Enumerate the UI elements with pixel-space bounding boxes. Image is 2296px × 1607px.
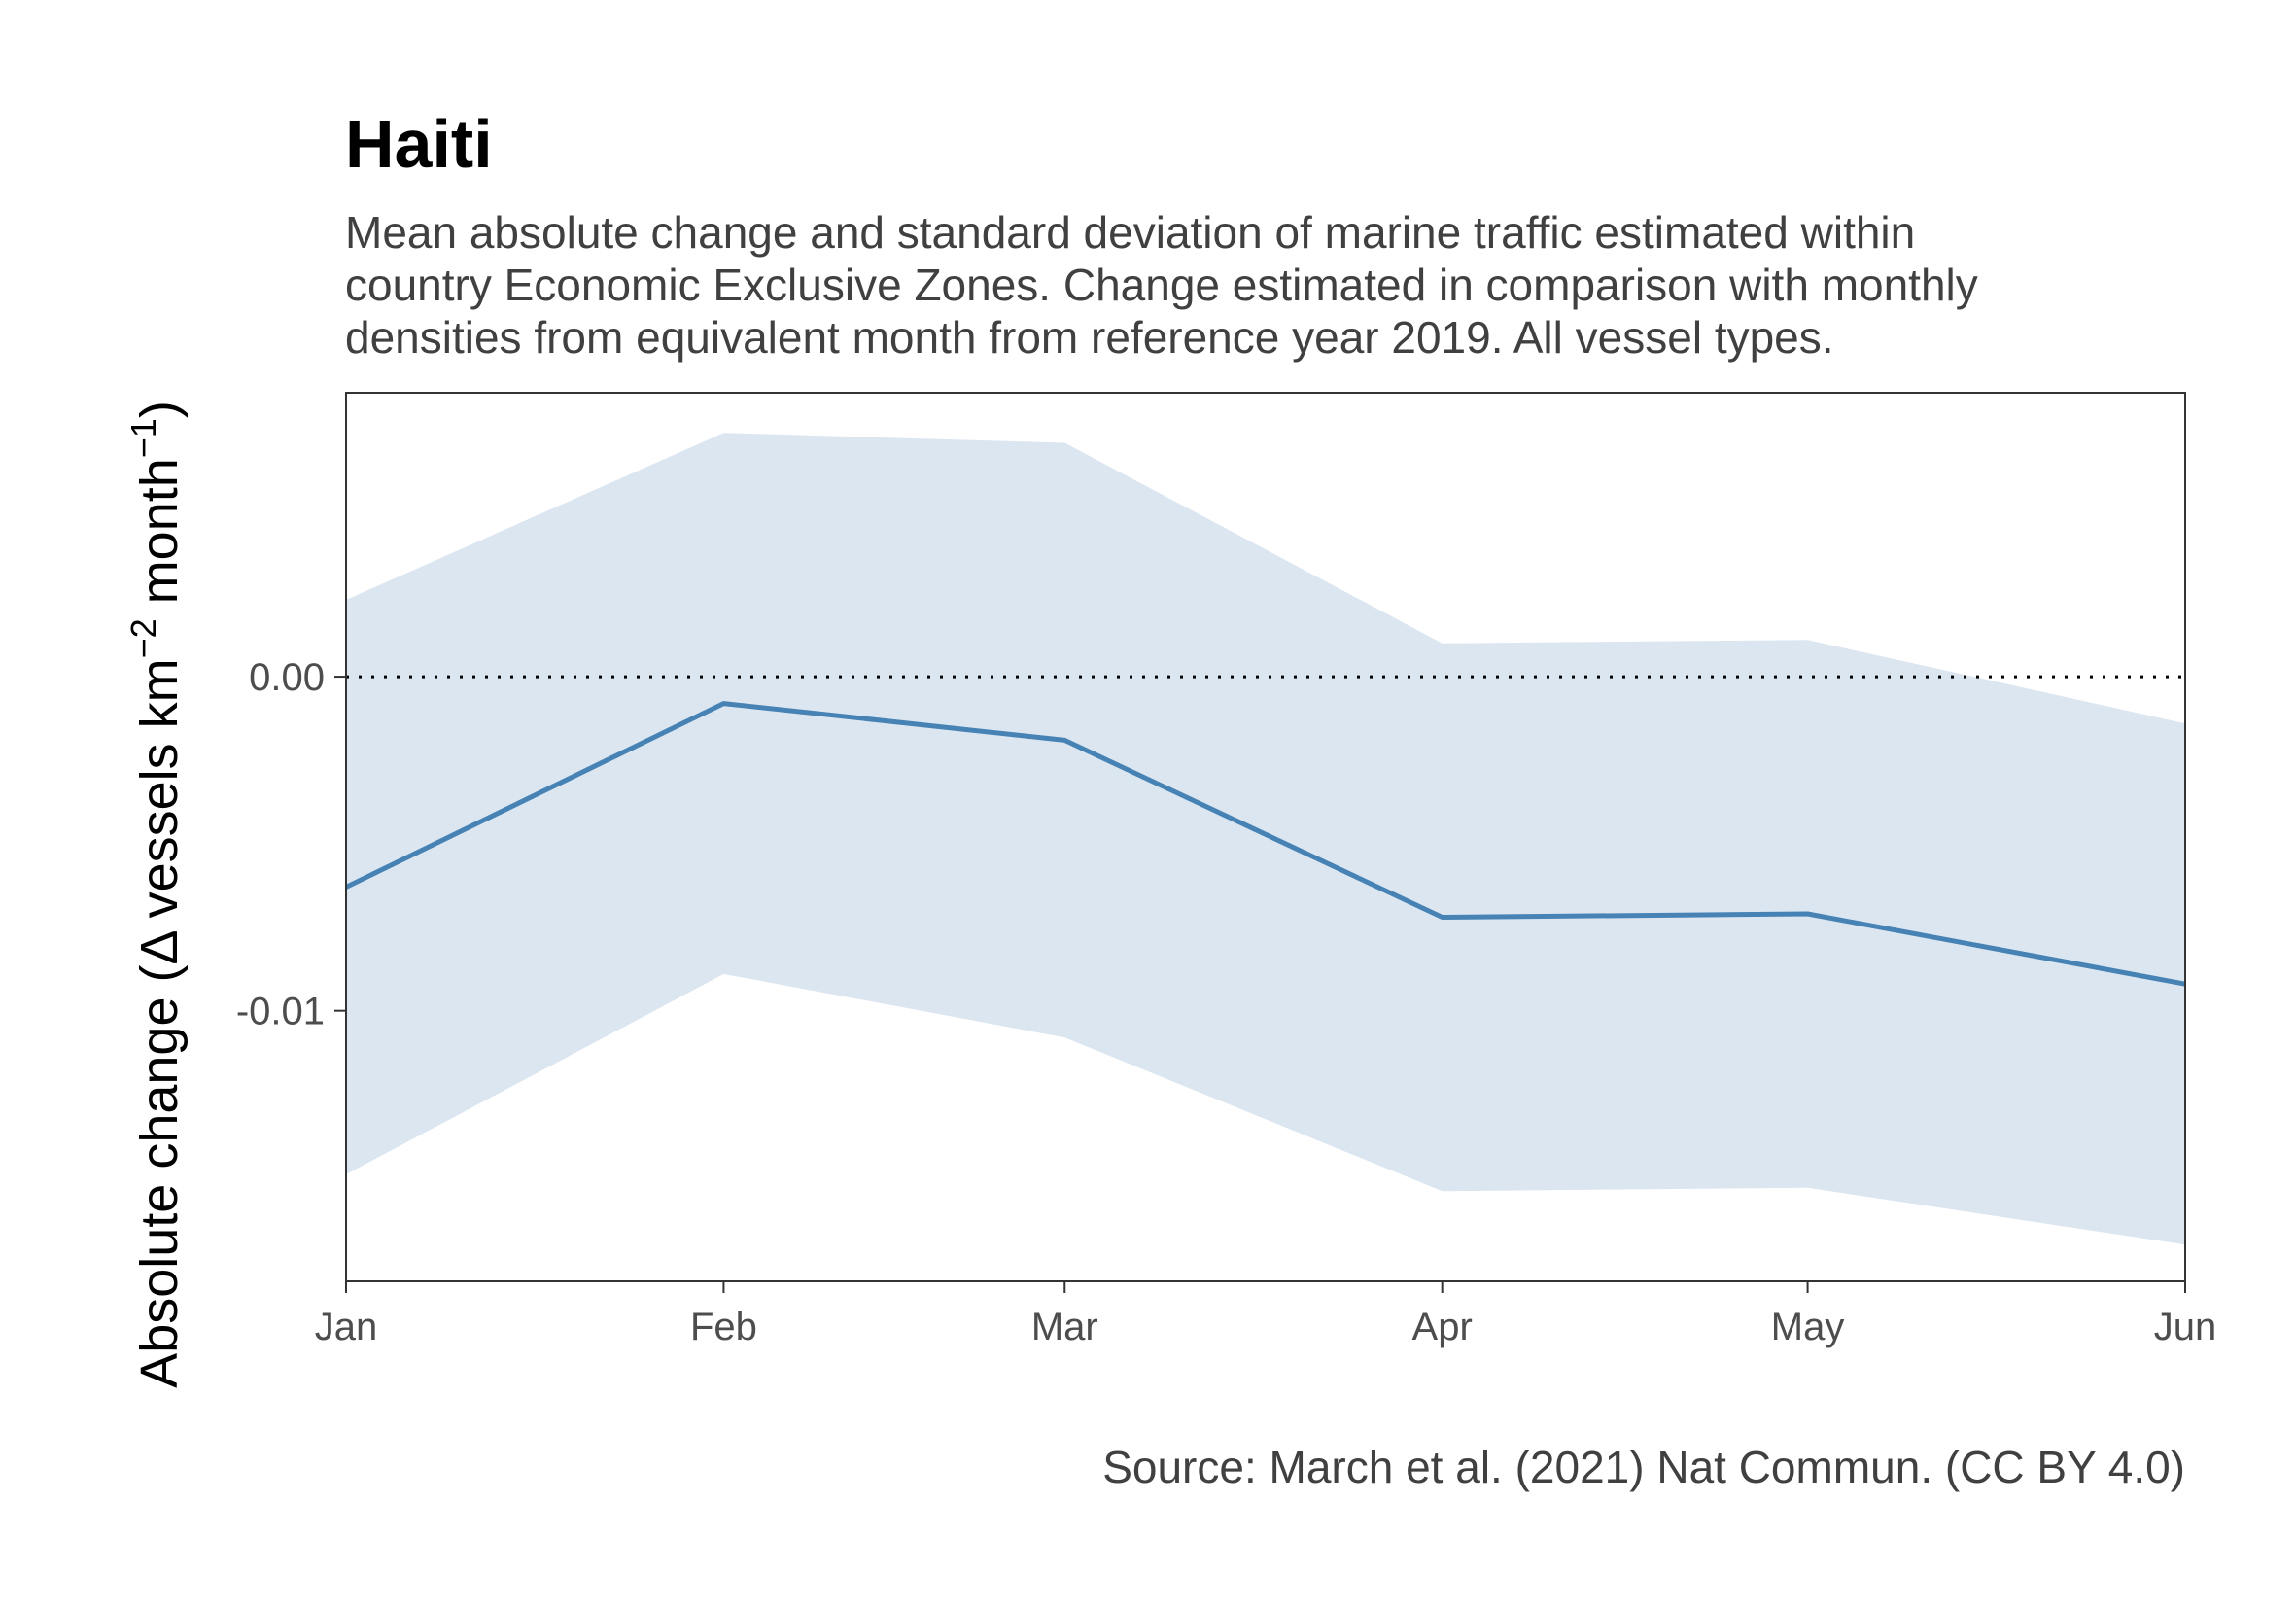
chart-subtitle-line-1: Mean absolute change and standard deviat… [345, 207, 1915, 258]
x-tick-label: Feb [690, 1306, 757, 1348]
y-axis-title: Absolute change (Δ vessels km−2 month−1) [123, 401, 189, 1388]
panel-border [345, 392, 2186, 1282]
chart-subtitle-line-3: densities from equivalent month from ref… [345, 312, 1834, 363]
x-tick-label: Jun [2154, 1306, 2217, 1348]
plot-area: 0.00 -0.01 Jan Feb Mar Apr May Jun [236, 392, 2217, 1348]
x-tick-label: Apr [1412, 1306, 1473, 1348]
y-tick-label: 0.00 [249, 656, 325, 699]
chart-title: Haiti [345, 106, 493, 182]
mean-line [344, 701, 2186, 987]
chart-subtitle-line-2: country Economic Exclusive Zones. Change… [345, 260, 1978, 310]
x-tick-label: May [1771, 1306, 1845, 1348]
x-tick-label: Jan [315, 1306, 378, 1348]
y-tick-label: -0.01 [236, 991, 325, 1033]
sd-band [346, 433, 2185, 1245]
x-tick-label: Mar [1031, 1306, 1098, 1348]
chart-caption: Source: March et al. (2021) Nat Commun. … [1102, 1442, 2185, 1492]
